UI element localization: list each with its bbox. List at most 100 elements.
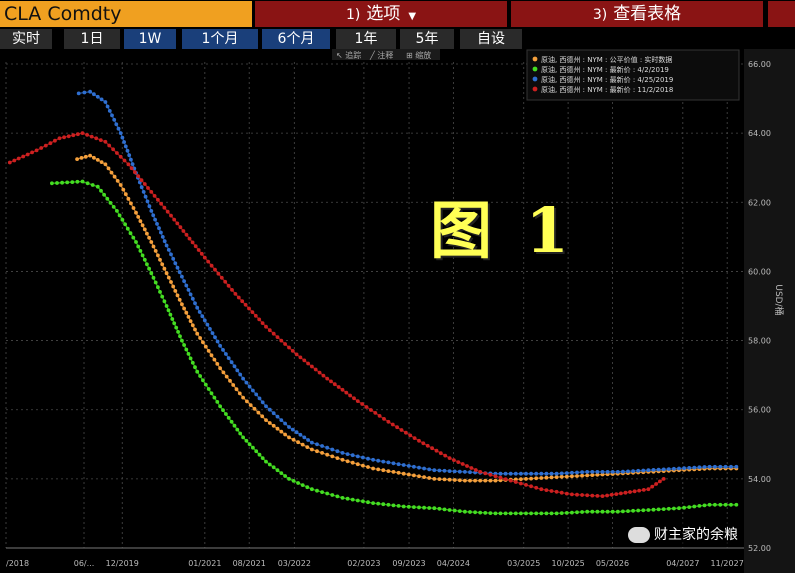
data-point xyxy=(279,418,284,422)
data-point xyxy=(332,382,337,387)
data-point xyxy=(508,471,513,476)
data-point xyxy=(524,511,528,516)
data-point xyxy=(575,492,579,497)
data-point xyxy=(713,502,717,507)
data-point xyxy=(156,253,160,258)
data-point xyxy=(610,509,615,514)
tab-realtime[interactable]: 实时 xyxy=(0,29,52,49)
data-point xyxy=(233,292,238,296)
tab-6m[interactable]: 6个月 xyxy=(262,29,330,49)
data-point xyxy=(452,508,457,513)
data-point xyxy=(172,321,177,326)
data-point xyxy=(488,511,493,515)
data-point xyxy=(107,109,112,113)
data-point xyxy=(184,347,189,352)
y-axis-panel xyxy=(744,49,795,573)
data-point xyxy=(682,466,686,471)
tab-5y[interactable]: 5年 xyxy=(400,29,454,49)
data-point xyxy=(427,467,432,472)
data-point xyxy=(16,156,21,161)
data-point xyxy=(340,457,345,462)
data-point xyxy=(228,378,232,383)
data-point xyxy=(25,152,30,157)
options-menu-button[interactable]: 1) 选项 ▼ xyxy=(255,1,507,27)
data-point xyxy=(98,138,103,143)
data-point xyxy=(478,510,483,515)
futures-curve-chart[interactable]: 52.00 54.00 56.00 58.00 60.00 62.00 64.00 66.00… xyxy=(0,49,795,573)
data-point xyxy=(85,133,89,137)
data-point xyxy=(401,471,406,476)
data-point xyxy=(360,402,365,406)
data-point xyxy=(549,475,554,480)
data-point xyxy=(166,248,171,252)
data-point xyxy=(103,139,108,144)
data-point xyxy=(290,427,295,432)
data-point xyxy=(580,510,584,514)
data-point xyxy=(417,438,421,443)
tab-custom[interactable]: 自设 xyxy=(460,29,522,49)
data-point xyxy=(181,229,186,233)
data-point xyxy=(182,343,187,347)
data-point xyxy=(155,222,159,226)
data-point xyxy=(422,466,426,471)
data-point xyxy=(209,263,214,268)
data-point xyxy=(422,475,426,479)
zoom-tool[interactable]: ⊞ 缩放 xyxy=(406,50,431,60)
data-point xyxy=(631,469,635,473)
data-point xyxy=(325,376,330,381)
data-point xyxy=(355,399,360,403)
data-point xyxy=(180,338,184,343)
view-table-button[interactable]: 3) 查看表格 xyxy=(511,1,763,27)
data-point xyxy=(99,160,104,165)
ticker-field[interactable]: CLA Comdty xyxy=(0,1,252,27)
data-point xyxy=(203,382,208,387)
data-point xyxy=(658,479,662,484)
data-point xyxy=(442,507,447,512)
legend-marker xyxy=(532,66,538,72)
data-point xyxy=(702,465,707,469)
tab-1d[interactable]: 1日 xyxy=(64,29,120,49)
data-point xyxy=(498,511,503,516)
tab-1m[interactable]: 1个月 xyxy=(182,29,258,49)
data-point xyxy=(158,257,162,262)
data-point xyxy=(335,494,340,499)
data-point xyxy=(129,201,133,206)
data-point xyxy=(452,469,457,474)
track-tool[interactable]: ↖ 追踪 xyxy=(336,50,361,60)
data-point xyxy=(590,493,595,498)
data-point xyxy=(503,471,508,476)
data-point xyxy=(160,294,165,299)
source-watermark: 财主家的余粮 xyxy=(624,522,742,546)
legend-marker xyxy=(532,86,538,92)
data-point xyxy=(305,485,310,490)
data-point xyxy=(234,387,239,392)
data-point xyxy=(145,262,149,267)
data-point xyxy=(99,188,103,193)
tab-1w[interactable]: 1W xyxy=(124,29,176,49)
data-point xyxy=(115,151,119,155)
data-point xyxy=(600,509,605,514)
data-point xyxy=(626,509,630,513)
data-point xyxy=(340,387,345,392)
data-point xyxy=(128,231,133,236)
data-point xyxy=(122,140,126,144)
data-point xyxy=(168,312,173,317)
data-point xyxy=(94,136,99,141)
data-point xyxy=(142,227,147,232)
tab-1y[interactable]: 1年 xyxy=(336,29,396,49)
data-point xyxy=(287,425,291,429)
annotate-tool[interactable]: ╱ 注释 xyxy=(369,50,393,60)
y-tick-label: 66.00 xyxy=(748,60,771,69)
data-point xyxy=(539,476,544,480)
data-point xyxy=(171,284,176,289)
data-point xyxy=(654,482,658,486)
data-point xyxy=(302,435,307,440)
data-point xyxy=(209,353,214,358)
data-point xyxy=(564,474,569,479)
x-tick-label: 10/2025 xyxy=(551,559,584,568)
data-point xyxy=(120,217,125,222)
data-point xyxy=(524,483,528,487)
data-point xyxy=(544,475,549,480)
data-point xyxy=(524,477,528,481)
extra-menu-button[interactable] xyxy=(768,1,795,27)
